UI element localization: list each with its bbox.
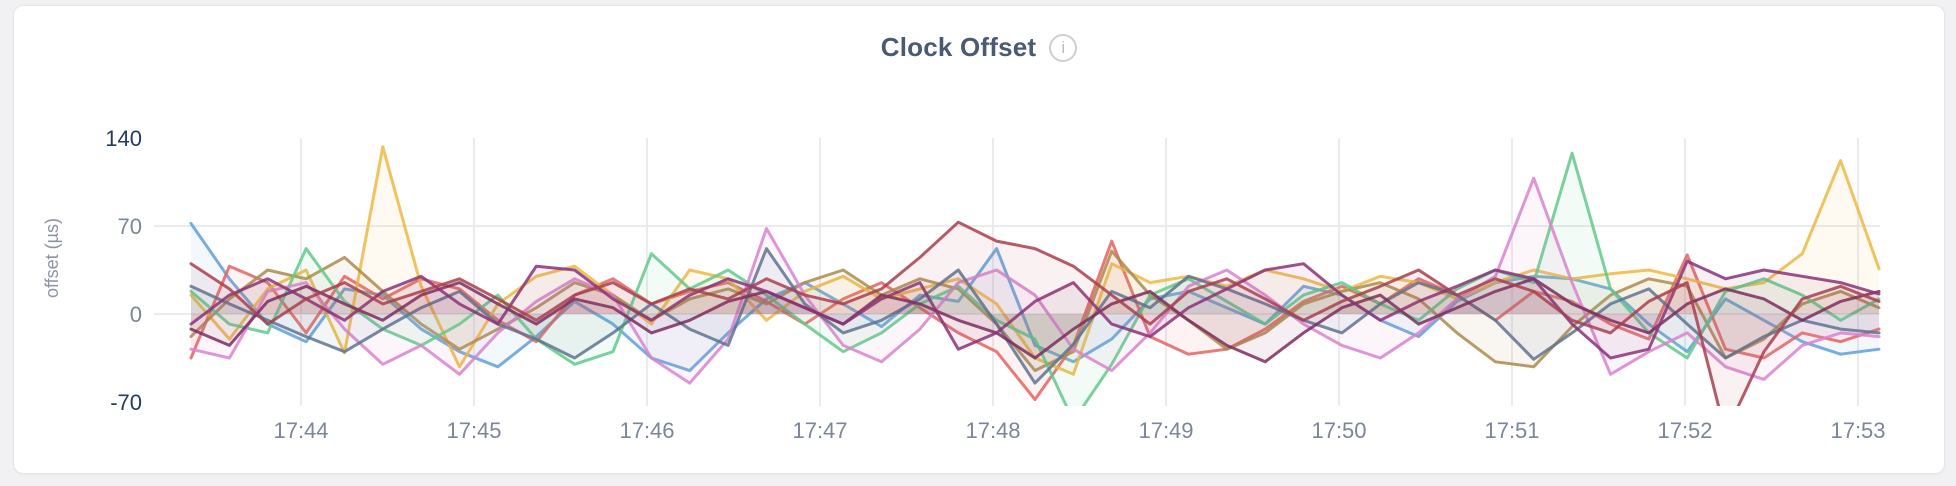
y-axis-title: offset (µs) (42, 218, 62, 298)
x-tick-label: 17:46 (619, 418, 674, 443)
x-tick-label: 17:45 (446, 418, 501, 443)
x-tick-label: 17:44 (273, 418, 328, 443)
x-tick-label: 17:47 (792, 418, 847, 443)
series-area-emerald (191, 153, 1879, 406)
series-area-salmon (191, 241, 1879, 400)
series-area-khaki (191, 251, 1879, 371)
x-tick-label: 17:52 (1657, 418, 1712, 443)
series-line-orchid (189, 176, 1881, 385)
y-tick-label: 0 (130, 302, 142, 327)
x-tick-label: 17:48 (965, 418, 1020, 443)
series-line-khaki (189, 249, 1881, 373)
series-area-orchid (191, 178, 1879, 384)
series-line-emerald (189, 151, 1881, 406)
series-line-blue (189, 222, 1881, 373)
info-icon-glyph: i (1061, 37, 1066, 57)
series-area-slate (191, 248, 1879, 384)
y-tick-label: -70 (110, 390, 142, 415)
x-tick-label: 17:49 (1138, 418, 1193, 443)
y-tick-label: 140 (105, 126, 142, 151)
x-tick-label: 17:50 (1311, 418, 1366, 443)
series-line-salmon (189, 239, 1881, 401)
series-area-burgundy (191, 222, 1879, 406)
series-line-plum (189, 259, 1881, 360)
x-tick-label: 17:53 (1830, 418, 1885, 443)
series-area-wine (191, 278, 1879, 362)
y-tick-label: 70 (118, 214, 142, 239)
clock-offset-chart[interactable]: 17:44 17:45 17:46 17:47 17:48 17:49 17:50 17:51… (14, 6, 1944, 473)
series-area-plum (191, 261, 1879, 358)
series-line-wine (189, 277, 1881, 364)
series-line-burgundy (189, 220, 1881, 406)
info-icon[interactable]: i (1049, 33, 1078, 62)
chart-card: Clock Offset i 17:44 17:45 17:46 17:47 17:48… (13, 5, 1945, 474)
chart-title: Clock Offset (880, 32, 1037, 62)
x-tick-label: 17:51 (1484, 418, 1539, 443)
series-area-gold (191, 146, 1879, 375)
chart-header: Clock Offset i (14, 32, 1944, 63)
